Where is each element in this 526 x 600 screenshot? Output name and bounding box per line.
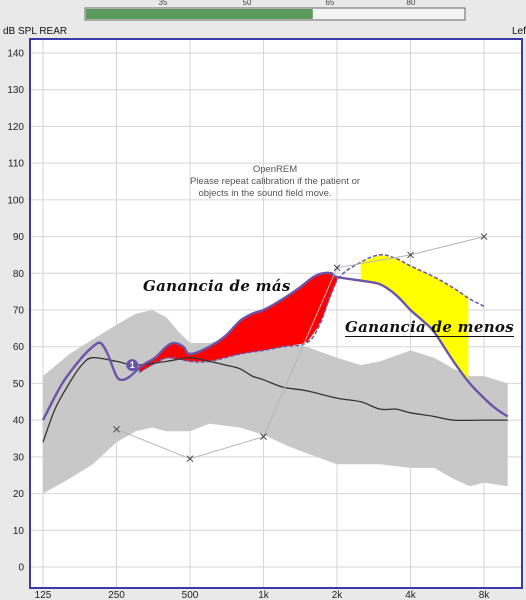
y-tick-label: 50 (13, 379, 25, 390)
note-line-1: OpenREM (253, 164, 297, 175)
curve-marker: 1 (126, 359, 139, 372)
note-line-2: Please repeat calibration if the patient… (190, 176, 360, 187)
under-gain-region (360, 255, 469, 382)
x-tick-label: 500 (182, 590, 199, 600)
x-tick-label: 4k (405, 590, 417, 600)
threshold-connector (116, 236, 485, 460)
x-tick-label: 1k (258, 590, 270, 600)
y-tick-label: 20 (13, 489, 25, 500)
y-tick-label: 90 (13, 232, 25, 243)
x-tick-labels: 125 250 500 1k 2k 4k 8k (35, 590, 491, 600)
plot-frame (29, 38, 523, 589)
threshold-marker (113, 425, 120, 433)
meter-tick-label: 50 (243, 0, 252, 7)
curve-marker-label: 1 (130, 360, 135, 370)
y-tick-label: 110 (8, 159, 24, 170)
threshold-marker (480, 233, 488, 240)
meter-tick-label: 65 (326, 0, 335, 7)
y-tick-label: 100 (7, 195, 24, 206)
threshold-marker (407, 251, 414, 259)
note-line-3: objects in the sound field move. (198, 188, 331, 199)
y-tick-label: 30 (13, 452, 25, 463)
ltass-line (42, 356, 508, 443)
side-label: Left (512, 26, 526, 37)
x-tick-label: 125 (35, 590, 52, 600)
over-gain-region (139, 273, 337, 373)
threshold-marker (333, 264, 341, 272)
measured-rear-line (41, 271, 509, 421)
threshold-markers (113, 233, 488, 463)
y-tick-label: 40 (13, 416, 25, 427)
curve-marker-circle (126, 359, 139, 372)
meter-fill (86, 9, 313, 19)
prescription-target-line (138, 254, 485, 374)
y-tick-label: 10 (13, 526, 25, 537)
y-tick-labels: 0 10 20 30 40 50 60 70 80 90 100 110 120 130 140 (7, 49, 24, 574)
over-gain-label: Ganancia de más (143, 277, 291, 295)
under-gain-label: Ganancia de menos (345, 318, 514, 337)
level-meter: 35 50 65 80 (84, 0, 466, 21)
y-tick-label: 120 (7, 122, 24, 133)
y-tick-label: 130 (7, 85, 24, 96)
meter-tick-label: 35 (159, 0, 168, 7)
y-tick-label: 70 (13, 306, 25, 317)
y-tick-label: 80 (13, 269, 25, 280)
x-tick-label: 8k (479, 590, 491, 600)
y-tick-label: 0 (18, 563, 24, 574)
x-tick-label: 250 (108, 590, 125, 600)
meter-tick-label: 80 (407, 0, 416, 7)
calibration-note: OpenREM Please repeat calibration if the… (190, 164, 360, 199)
threshold-marker (260, 433, 267, 441)
y-tick-label: 140 (7, 49, 24, 60)
y-axis-title: dB SPL REAR (3, 26, 67, 37)
threshold-marker (186, 455, 194, 463)
meter-ticks: 35 50 65 80 (159, 0, 416, 7)
x-tick-label: 2k (332, 590, 344, 600)
y-tick-label: 60 (13, 342, 25, 353)
